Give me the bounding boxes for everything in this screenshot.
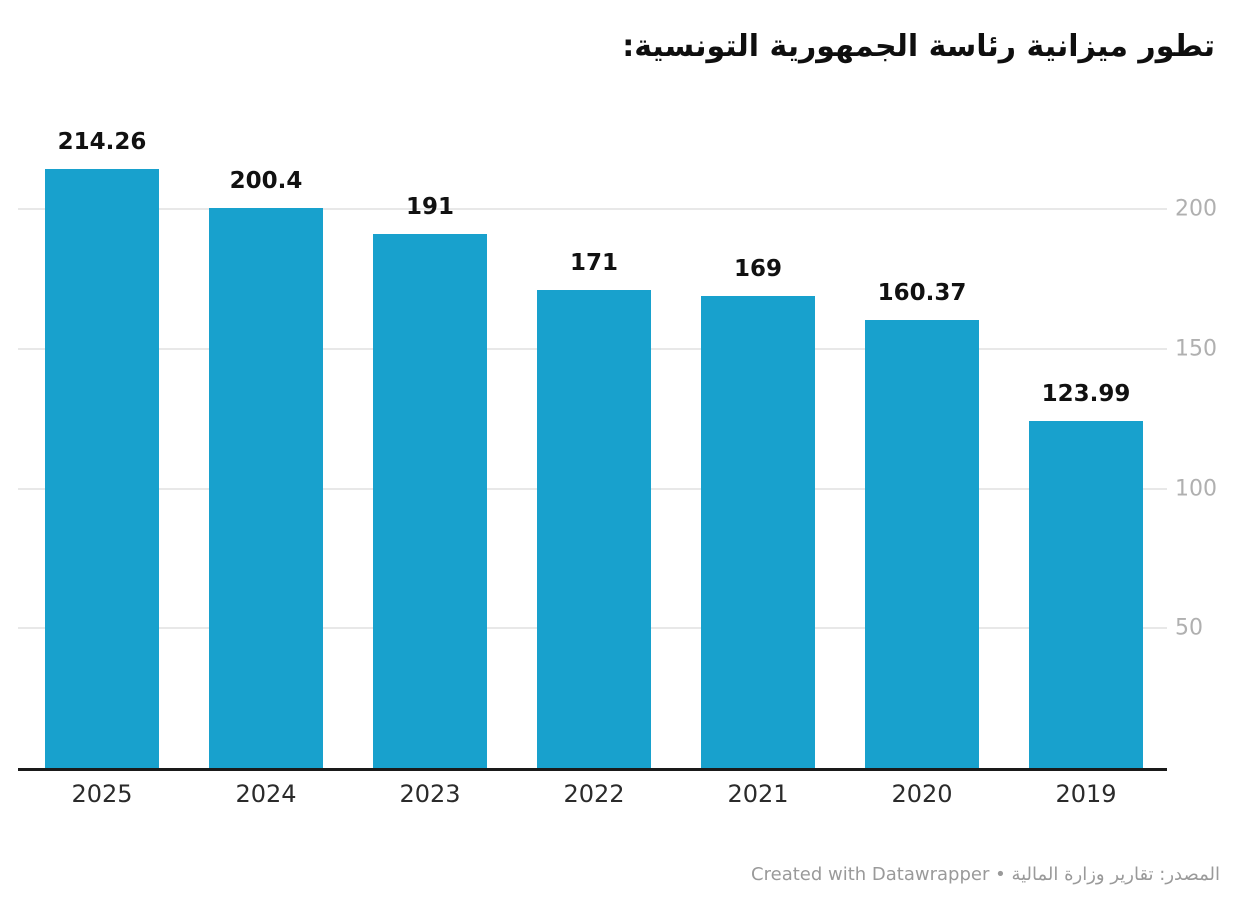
value-label-2021: 169	[733, 256, 783, 282]
x-axis-line	[18, 768, 1167, 771]
bar-2021	[701, 296, 815, 768]
x-axis-label-2024: 2024	[235, 780, 297, 808]
x-axis-label-2022: 2022	[563, 780, 625, 808]
value-label-2024: 200.4	[229, 168, 303, 194]
value-label-2025: 214.26	[57, 129, 147, 155]
y-axis-tick-50: 50	[1175, 615, 1203, 641]
bar-2025	[45, 169, 159, 768]
x-axis-label-2021: 2021	[727, 780, 789, 808]
y-axis-tick-100: 100	[1175, 476, 1217, 502]
bar-2024	[209, 208, 323, 768]
value-label-2019: 123.99	[1041, 381, 1131, 407]
x-axis-label-2019: 2019	[1055, 780, 1117, 808]
value-label-2023: 191	[405, 194, 455, 220]
chart-title: تطور ميزانية رئاسة الجمهورية التونسية:	[622, 29, 1215, 64]
bar-2019	[1029, 421, 1143, 768]
x-axis-label-2025: 2025	[71, 780, 133, 808]
x-axis-label-2023: 2023	[399, 780, 461, 808]
footer-separator: •	[989, 864, 1012, 885]
bar-2022	[537, 290, 651, 768]
value-label-2020: 160.37	[877, 280, 967, 306]
gridline-200	[18, 208, 1167, 210]
value-label-2022: 171	[569, 250, 619, 276]
bar-2023	[373, 234, 487, 768]
datawrapper-credit-link[interactable]: Created with Datawrapper	[751, 864, 990, 885]
chart-footer: المصدر: تقارير وزارة المالية • Created w…	[751, 864, 1220, 885]
x-axis-label-2020: 2020	[891, 780, 953, 808]
bar-2020	[865, 320, 979, 768]
y-axis-tick-150: 150	[1175, 336, 1217, 362]
y-axis-tick-200: 200	[1175, 196, 1217, 222]
source-note: المصدر: تقارير وزارة المالية	[1011, 864, 1220, 885]
